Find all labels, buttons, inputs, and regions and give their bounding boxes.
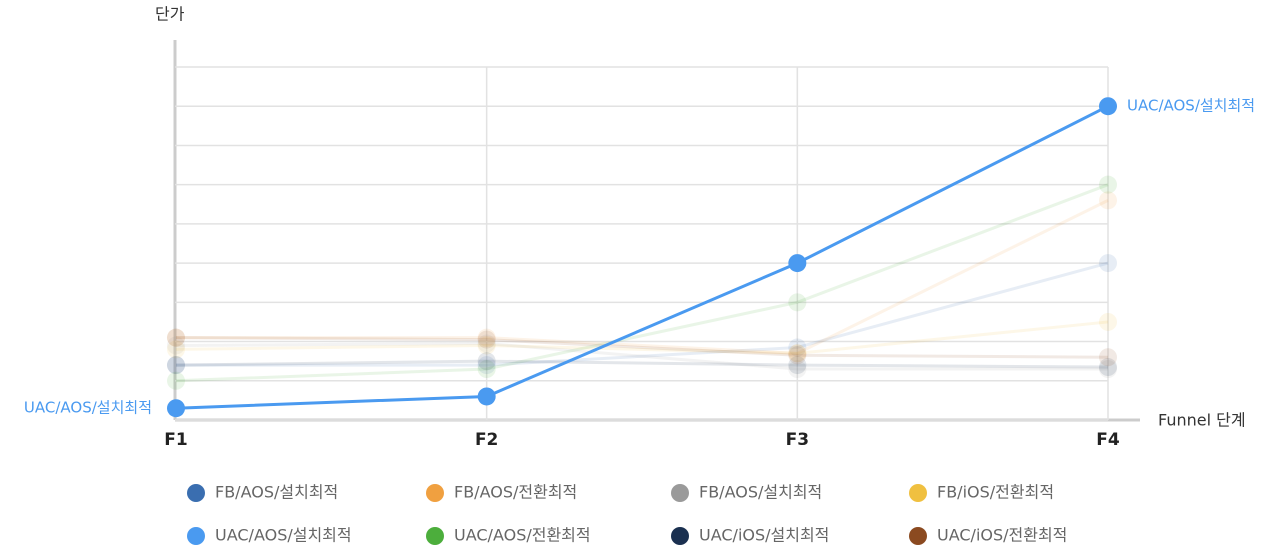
legend-label: FB/AOS/전환최적 <box>454 483 577 502</box>
series-line <box>176 199 1109 355</box>
legend-marker <box>909 484 927 502</box>
data-point <box>788 344 807 363</box>
series-line <box>176 261 1109 367</box>
series-line <box>175 359 1109 369</box>
data-point <box>788 360 807 379</box>
x-tick-label: F2 <box>475 430 498 450</box>
data-point <box>477 330 496 349</box>
data-point <box>477 328 496 347</box>
series-line <box>175 320 1109 355</box>
x-axis-label: Funnel 단계 <box>1158 411 1246 430</box>
legend-marker <box>671 484 689 502</box>
series-line <box>175 183 1109 383</box>
data-point <box>477 336 496 355</box>
series-line <box>175 104 1109 410</box>
legend-marker <box>671 527 689 545</box>
legend-marker <box>187 484 205 502</box>
legend-label: UAC/AOS/전환최적 <box>454 526 591 545</box>
x-tick-label: F1 <box>164 430 187 450</box>
data-point <box>167 328 185 347</box>
series-line <box>175 342 1108 371</box>
end-label: UAC/AOS/설치최적 <box>1127 97 1255 115</box>
data-point <box>477 356 496 375</box>
data-point <box>788 344 807 363</box>
series-line <box>175 336 1109 359</box>
y-axis-label: 단가 <box>155 5 185 24</box>
data-point <box>788 338 807 357</box>
data-point <box>477 360 496 379</box>
end-label: UAC/AOS/설치최적 <box>24 399 152 417</box>
data-point <box>1099 358 1117 377</box>
x-tick-label: F4 <box>1096 430 1120 450</box>
data-point <box>1099 175 1117 194</box>
data-point <box>477 352 496 371</box>
legend-marker <box>909 527 927 545</box>
data-point <box>167 356 185 375</box>
data-point <box>1099 191 1117 210</box>
data-point <box>1099 360 1117 379</box>
data-point <box>788 356 807 375</box>
legend-label: FB/AOS/설치최적 <box>215 483 338 502</box>
data-point <box>167 340 185 359</box>
data-point <box>788 346 807 365</box>
data-point <box>167 371 185 390</box>
data-point <box>1099 97 1117 116</box>
data-point <box>167 356 185 375</box>
legend-label: UAC/AOS/설치최적 <box>215 526 352 545</box>
legend-label: FB/AOS/설치최적 <box>699 483 822 502</box>
legend-marker <box>426 484 444 502</box>
data-point <box>477 334 496 353</box>
legend-label: UAC/iOS/전환최적 <box>937 526 1067 545</box>
data-point <box>788 254 807 273</box>
data-point <box>167 336 185 355</box>
legend-label: FB/iOS/전환최적 <box>937 483 1054 502</box>
data-point <box>167 399 185 418</box>
data-point <box>167 328 185 347</box>
x-tick-label: F3 <box>786 430 809 450</box>
data-point <box>788 293 807 312</box>
legend-marker <box>187 527 205 545</box>
data-point <box>1099 348 1117 367</box>
legend-marker <box>426 527 444 545</box>
data-point <box>477 387 496 406</box>
legend-label: UAC/iOS/설치최적 <box>699 526 829 545</box>
data-point <box>1099 312 1117 331</box>
data-point <box>1099 254 1117 273</box>
